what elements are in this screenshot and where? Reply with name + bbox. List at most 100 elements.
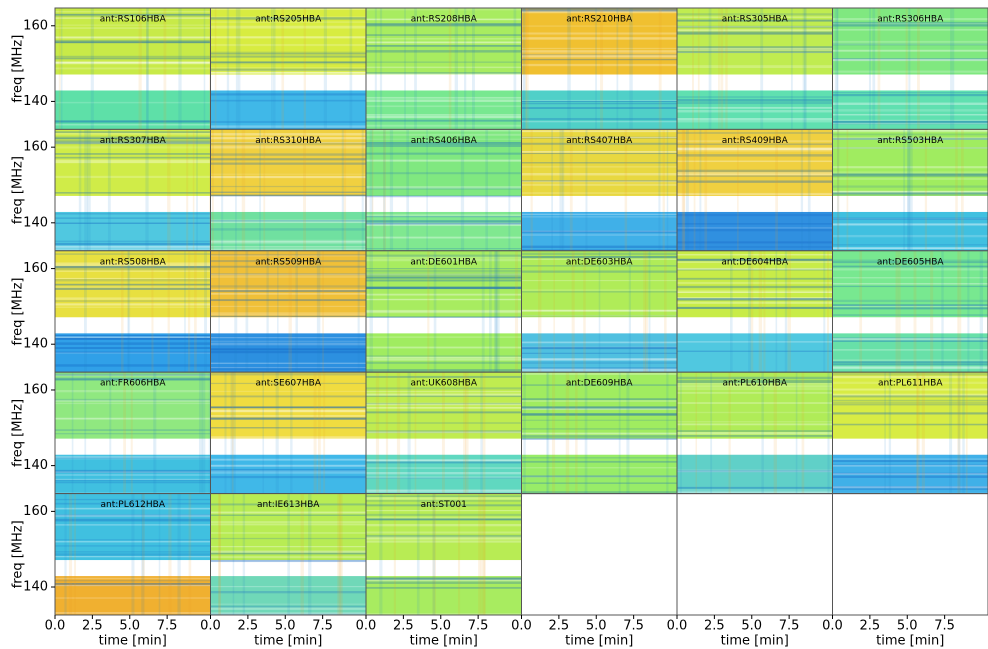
texture xyxy=(366,471,522,475)
texture xyxy=(55,246,211,248)
texture xyxy=(521,192,677,194)
texture xyxy=(338,493,342,615)
texture xyxy=(55,507,211,510)
texture xyxy=(685,129,689,251)
texture xyxy=(210,523,366,526)
texture xyxy=(366,276,522,279)
texture xyxy=(300,493,304,615)
texture xyxy=(210,607,366,610)
texture xyxy=(433,250,437,373)
texture xyxy=(521,230,677,232)
texture xyxy=(366,402,522,405)
texture xyxy=(317,372,321,494)
panel-label: ant:RS509HBA xyxy=(255,257,322,267)
texture xyxy=(680,372,682,494)
texture xyxy=(677,169,833,173)
texture xyxy=(677,173,833,176)
x-tick-label: 0.0 xyxy=(45,619,66,634)
texture xyxy=(55,36,211,39)
texture xyxy=(366,279,522,282)
texture xyxy=(521,369,677,372)
panel-label: ant:RS409HBA xyxy=(722,136,789,146)
heatmap-upper xyxy=(677,372,833,439)
texture xyxy=(366,540,522,543)
texture xyxy=(341,129,344,251)
texture xyxy=(877,8,881,130)
heatmap-upper xyxy=(366,372,522,439)
texture xyxy=(210,382,366,385)
texture xyxy=(210,128,366,130)
texture xyxy=(210,612,366,615)
texture xyxy=(930,250,934,373)
texture xyxy=(718,8,720,130)
texture xyxy=(210,537,366,540)
texture xyxy=(366,41,522,44)
panel-label: ant:RS310HBA xyxy=(255,136,322,146)
texture xyxy=(366,273,522,276)
texture xyxy=(210,550,366,553)
texture xyxy=(55,583,211,586)
texture xyxy=(521,384,677,386)
texture xyxy=(832,122,988,125)
texture xyxy=(55,492,211,494)
texture xyxy=(562,129,565,251)
texture xyxy=(210,559,366,563)
texture xyxy=(787,250,791,373)
texture xyxy=(832,109,988,112)
texture xyxy=(55,584,211,587)
texture xyxy=(210,99,366,102)
texture xyxy=(55,334,211,337)
texture xyxy=(832,473,988,475)
texture xyxy=(832,299,988,302)
texture xyxy=(210,55,366,58)
panel xyxy=(55,129,211,251)
texture xyxy=(832,18,988,21)
texture xyxy=(521,8,677,11)
x-tick-label: 2.5 xyxy=(549,619,570,634)
texture xyxy=(832,283,988,285)
texture xyxy=(832,340,988,342)
x-tick-label: 5.0 xyxy=(275,619,296,634)
texture xyxy=(521,136,677,139)
texture xyxy=(872,8,876,130)
texture xyxy=(832,373,988,376)
texture xyxy=(366,538,522,540)
texture xyxy=(677,258,833,261)
texture xyxy=(832,23,988,25)
panel xyxy=(521,250,677,373)
texture xyxy=(366,536,522,539)
texture xyxy=(130,372,133,494)
texture xyxy=(366,577,522,580)
texture xyxy=(521,47,677,49)
texture xyxy=(521,309,677,312)
texture xyxy=(575,372,578,494)
texture xyxy=(917,8,920,130)
texture xyxy=(383,129,386,251)
texture xyxy=(366,73,522,75)
texture xyxy=(521,491,677,494)
texture xyxy=(369,250,373,373)
texture xyxy=(208,372,211,494)
texture xyxy=(802,8,806,130)
panel xyxy=(55,493,211,615)
texture xyxy=(337,493,340,615)
texture xyxy=(677,380,833,384)
texture xyxy=(366,133,522,136)
texture xyxy=(448,8,452,130)
heatmap-lower xyxy=(210,576,366,615)
texture xyxy=(832,137,988,140)
texture xyxy=(210,417,366,420)
texture xyxy=(210,72,366,74)
texture xyxy=(210,390,366,392)
texture xyxy=(55,351,211,354)
texture xyxy=(464,8,467,130)
texture xyxy=(210,427,366,429)
texture xyxy=(366,73,522,75)
texture xyxy=(55,502,211,505)
texture xyxy=(210,21,366,23)
x-tick-label: 5.0 xyxy=(119,619,140,634)
texture xyxy=(521,460,677,463)
texture xyxy=(521,406,677,409)
texture xyxy=(214,8,217,130)
texture xyxy=(521,270,677,273)
